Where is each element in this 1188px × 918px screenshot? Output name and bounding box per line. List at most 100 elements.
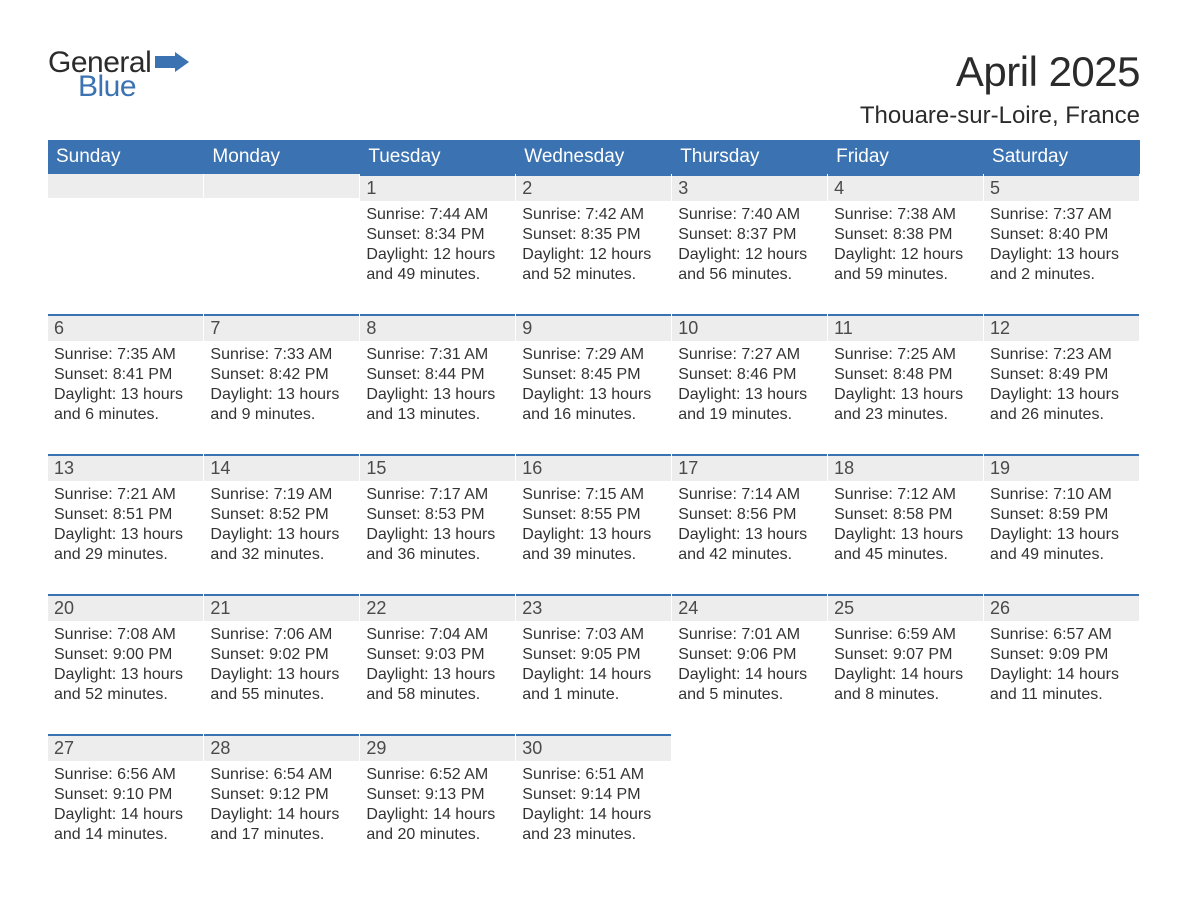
day-details: Sunrise: 7:35 AMSunset: 8:41 PMDaylight:… <box>48 341 203 433</box>
sunrise-text: Sunrise: 6:56 AM <box>54 765 197 785</box>
sunrise-text: Sunrise: 7:29 AM <box>522 345 665 365</box>
day-number: 7 <box>204 314 359 341</box>
day-details: Sunrise: 7:14 AMSunset: 8:56 PMDaylight:… <box>672 481 827 573</box>
weekday-header: Tuesday <box>360 140 516 174</box>
day-details: Sunrise: 6:56 AMSunset: 9:10 PMDaylight:… <box>48 761 203 853</box>
day-number: 2 <box>516 174 671 201</box>
day-details: Sunrise: 6:57 AMSunset: 9:09 PMDaylight:… <box>984 621 1139 713</box>
day-cell: 8Sunrise: 7:31 AMSunset: 8:44 PMDaylight… <box>360 314 516 444</box>
day-details: Sunrise: 7:37 AMSunset: 8:40 PMDaylight:… <box>984 201 1139 293</box>
daylight-text: Daylight: 13 hours <box>990 245 1133 265</box>
sunrise-text: Sunrise: 6:51 AM <box>522 765 665 785</box>
day-details: Sunrise: 7:44 AMSunset: 8:34 PMDaylight:… <box>360 201 515 293</box>
sunrise-text: Sunrise: 6:52 AM <box>366 765 509 785</box>
daylight-text: and 2 minutes. <box>990 265 1133 285</box>
weekday-header: Sunday <box>48 140 204 174</box>
daylight-text: Daylight: 13 hours <box>834 385 977 405</box>
daylight-text: and 36 minutes. <box>366 545 509 565</box>
daylight-text: and 17 minutes. <box>210 825 353 845</box>
day-number: 6 <box>48 314 203 341</box>
empty-day-bar <box>204 174 359 198</box>
sunrise-text: Sunrise: 7:42 AM <box>522 205 665 225</box>
brand-line2: Blue <box>78 72 189 102</box>
week-row: 20Sunrise: 7:08 AMSunset: 9:00 PMDayligh… <box>48 594 1140 724</box>
day-number: 11 <box>828 314 983 341</box>
daylight-text: and 26 minutes. <box>990 405 1133 425</box>
day-cell: 12Sunrise: 7:23 AMSunset: 8:49 PMDayligh… <box>984 314 1140 444</box>
sunrise-text: Sunrise: 7:25 AM <box>834 345 977 365</box>
day-details: Sunrise: 6:59 AMSunset: 9:07 PMDaylight:… <box>828 621 983 713</box>
sunrise-text: Sunrise: 7:12 AM <box>834 485 977 505</box>
day-cell: 6Sunrise: 7:35 AMSunset: 8:41 PMDaylight… <box>48 314 204 444</box>
daylight-text: and 19 minutes. <box>678 405 821 425</box>
daylight-text: and 52 minutes. <box>522 265 665 285</box>
sunset-text: Sunset: 8:40 PM <box>990 225 1133 245</box>
day-number: 13 <box>48 454 203 481</box>
day-cell: 21Sunrise: 7:06 AMSunset: 9:02 PMDayligh… <box>204 594 360 724</box>
page-header: General Blue April 2025 Thouare-sur-Loir… <box>48 48 1140 130</box>
daylight-text: and 42 minutes. <box>678 545 821 565</box>
day-details: Sunrise: 6:54 AMSunset: 9:12 PMDaylight:… <box>204 761 359 853</box>
day-cell: 11 Sunrise: 7:25 AMSunset: 8:48 PMDayligh… <box>828 314 984 444</box>
day-details: Sunrise: 7:38 AMSunset: 8:38 PMDaylight:… <box>828 201 983 293</box>
day-details: Sunrise: 7:17 AMSunset: 8:53 PMDaylight:… <box>360 481 515 573</box>
sunrise-text: Sunrise: 7:08 AM <box>54 625 197 645</box>
weekday-header-row: Sunday Monday Tuesday Wednesday Thursday… <box>48 140 1140 174</box>
day-number: 24 <box>672 594 827 621</box>
sunset-text: Sunset: 8:51 PM <box>54 505 197 525</box>
day-cell: 29Sunrise: 6:52 AMSunset: 9:13 PMDayligh… <box>360 734 516 864</box>
sunset-text: Sunset: 8:42 PM <box>210 365 353 385</box>
day-cell: 17Sunrise: 7:14 AMSunset: 8:56 PMDayligh… <box>672 454 828 584</box>
calendar-page: General Blue April 2025 Thouare-sur-Loir… <box>0 0 1188 912</box>
day-cell <box>204 174 360 304</box>
day-number: 30 <box>516 734 671 761</box>
sunrise-text: Sunrise: 6:59 AM <box>834 625 977 645</box>
week-row: 1Sunrise: 7:44 AMSunset: 8:34 PMDaylight… <box>48 174 1140 304</box>
daylight-text: and 49 minutes. <box>366 265 509 285</box>
day-number: 21 <box>204 594 359 621</box>
day-cell: 28Sunrise: 6:54 AMSunset: 9:12 PMDayligh… <box>204 734 360 864</box>
sunset-text: Sunset: 8:58 PM <box>834 505 977 525</box>
sunrise-text: Sunrise: 7:40 AM <box>678 205 821 225</box>
day-cell: 20Sunrise: 7:08 AMSunset: 9:00 PMDayligh… <box>48 594 204 724</box>
daylight-text: Daylight: 14 hours <box>834 665 977 685</box>
day-cell: 19Sunrise: 7:10 AMSunset: 8:59 PMDayligh… <box>984 454 1140 584</box>
weekday-header: Wednesday <box>516 140 672 174</box>
daylight-text: and 16 minutes. <box>522 405 665 425</box>
sunrise-text: Sunrise: 7:44 AM <box>366 205 509 225</box>
daylight-text: Daylight: 14 hours <box>366 805 509 825</box>
day-cell <box>672 734 828 864</box>
day-cell: 18Sunrise: 7:12 AMSunset: 8:58 PMDayligh… <box>828 454 984 584</box>
sunset-text: Sunset: 8:35 PM <box>522 225 665 245</box>
day-cell: 16Sunrise: 7:15 AMSunset: 8:55 PMDayligh… <box>516 454 672 584</box>
daylight-text: Daylight: 14 hours <box>678 665 821 685</box>
daylight-text: and 58 minutes. <box>366 685 509 705</box>
weekday-header: Friday <box>828 140 984 174</box>
week-separator <box>48 304 1140 314</box>
day-number: 8 <box>360 314 515 341</box>
day-details: Sunrise: 7:08 AMSunset: 9:00 PMDaylight:… <box>48 621 203 713</box>
day-number: 23 <box>516 594 671 621</box>
sunrise-text: Sunrise: 7:21 AM <box>54 485 197 505</box>
sunset-text: Sunset: 8:55 PM <box>522 505 665 525</box>
day-details: Sunrise: 7:06 AMSunset: 9:02 PMDaylight:… <box>204 621 359 713</box>
daylight-text: Daylight: 12 hours <box>678 245 821 265</box>
sunset-text: Sunset: 8:48 PM <box>834 365 977 385</box>
day-number: 26 <box>984 594 1139 621</box>
daylight-text: Daylight: 13 hours <box>678 525 821 545</box>
day-cell: 27Sunrise: 6:56 AMSunset: 9:10 PMDayligh… <box>48 734 204 864</box>
week-row: 27Sunrise: 6:56 AMSunset: 9:10 PMDayligh… <box>48 734 1140 864</box>
day-cell: 26Sunrise: 6:57 AMSunset: 9:09 PMDayligh… <box>984 594 1140 724</box>
brand-logo: General Blue <box>48 48 189 102</box>
weekday-header: Monday <box>204 140 360 174</box>
sunset-text: Sunset: 8:46 PM <box>678 365 821 385</box>
daylight-text: and 23 minutes. <box>522 825 665 845</box>
empty-day-bar <box>48 174 203 198</box>
sunrise-text: Sunrise: 7:33 AM <box>210 345 353 365</box>
day-cell: 5Sunrise: 7:37 AMSunset: 8:40 PMDaylight… <box>984 174 1140 304</box>
day-number: 25 <box>828 594 983 621</box>
day-cell: 22Sunrise: 7:04 AMSunset: 9:03 PMDayligh… <box>360 594 516 724</box>
daylight-text: and 52 minutes. <box>54 685 197 705</box>
daylight-text: Daylight: 13 hours <box>834 525 977 545</box>
week-separator <box>48 584 1140 594</box>
